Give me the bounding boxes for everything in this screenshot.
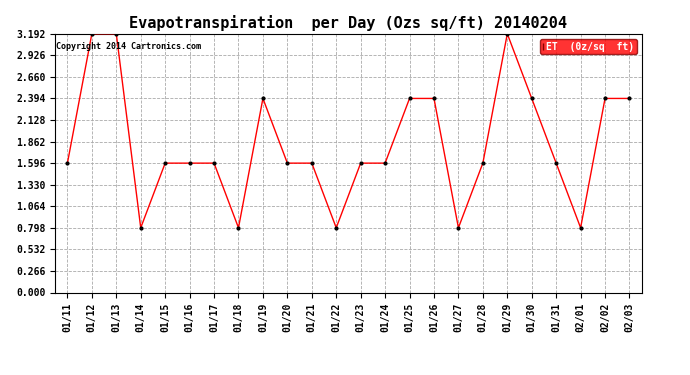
Legend: ET  (0z/sq  ft): ET (0z/sq ft) [540,39,637,54]
Text: Copyright 2014 Cartronics.com: Copyright 2014 Cartronics.com [57,42,201,51]
Title: Evapotranspiration  per Day (Ozs sq/ft) 20140204: Evapotranspiration per Day (Ozs sq/ft) 2… [130,15,567,31]
